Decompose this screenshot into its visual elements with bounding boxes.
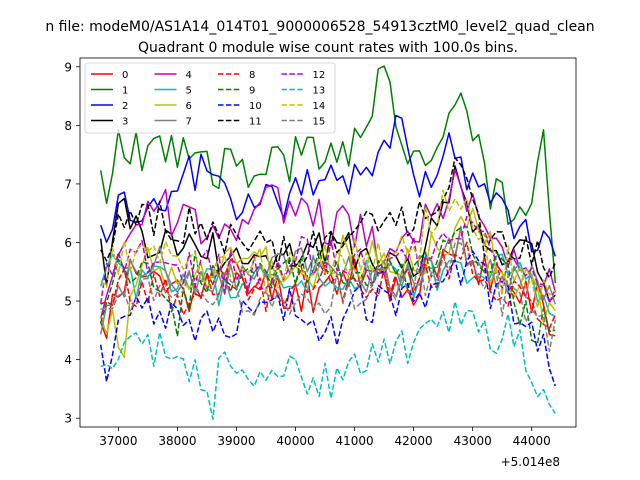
x-tick-label: 44000 [513,434,551,448]
x-tick-label: 38000 [158,434,196,448]
series-line-10 [99,250,557,387]
legend-label-5[interactable]: 5 [186,86,192,97]
series-line-5 [99,253,556,318]
series-line-1 [99,65,557,284]
x-offset-label: +5.014e8 [501,455,560,469]
legend-label-4[interactable]: 4 [186,70,192,81]
series-line-13 [100,300,556,420]
legend-label-6[interactable]: 6 [186,101,192,112]
legend-label-9[interactable]: 9 [249,86,255,97]
series-line-8 [100,241,556,329]
x-tick-label: 39000 [217,434,255,448]
legend-box [84,62,336,134]
series-line-15 [100,242,557,353]
legend-label-0[interactable]: 0 [122,70,128,81]
y-tick-label: 8 [64,119,72,133]
legend-label-14[interactable]: 14 [313,101,326,112]
legend-label-8[interactable]: 8 [249,70,255,81]
y-tick-label: 6 [64,236,72,250]
series-layer [99,65,557,420]
legend-label-2[interactable]: 2 [122,101,128,112]
chart-title: Quadrant 0 module wise count rates with … [138,40,518,56]
series-line-12 [99,215,556,304]
series-line-11 [100,157,556,279]
legend-label-3[interactable]: 3 [122,117,128,128]
series-line-3 [99,165,556,303]
y-tick-label: 5 [64,295,72,309]
x-tick-label: 43000 [454,434,492,448]
y-tick-label: 9 [64,60,72,74]
x-tick-label: 40000 [276,434,314,448]
legend-label-15[interactable]: 15 [313,117,326,128]
y-tick-label: 3 [64,412,72,426]
x-tick-label: 37000 [99,434,137,448]
series-line-2 [99,114,557,257]
legend-label-7[interactable]: 7 [186,117,192,128]
legend-label-12[interactable]: 12 [313,70,326,81]
y-tick-label: 4 [64,353,72,367]
series-line-14 [100,189,556,309]
x-tick-label: 42000 [395,434,433,448]
axes: 37000 38000 39000 40000 41000 42000 43000 44000… [64,57,577,448]
legend-label-10[interactable]: 10 [249,101,262,112]
y-tick-label: 7 [64,177,72,191]
legend-label-1[interactable]: 1 [122,86,128,97]
series-line-9 [99,225,556,344]
figure-suptitle: n file: modeM0/AS1A14_014T01_9000006528_… [45,19,594,35]
legend-label-11[interactable]: 11 [249,117,262,128]
series-line-7 [99,225,557,335]
x-tick-label: 41000 [335,434,373,448]
legend-label-13[interactable]: 13 [313,86,326,97]
